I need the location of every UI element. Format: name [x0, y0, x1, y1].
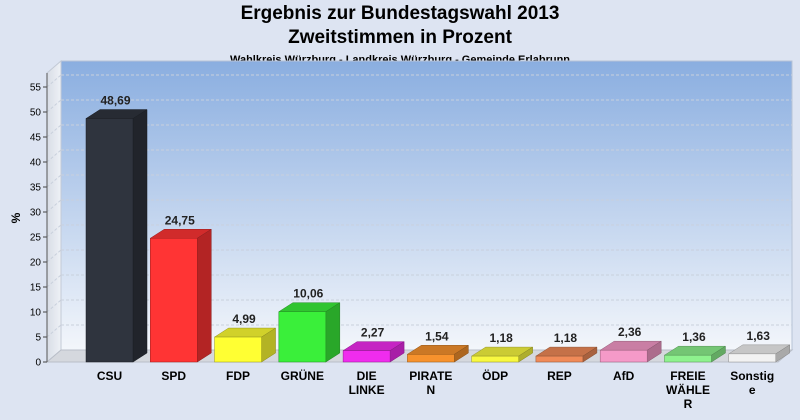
data-label: 1,18 [554, 331, 578, 345]
x-tick-label: DIE LINKE [349, 369, 385, 397]
data-label: 10,06 [293, 287, 323, 301]
grid-line-side [46, 149, 62, 163]
grid-line-side [46, 249, 62, 263]
x-tick-label: FREIE WÄHLE R [666, 369, 710, 411]
bar-5 [406, 344, 470, 363]
data-label: 48,69 [100, 94, 130, 108]
data-label: 2,27 [361, 326, 385, 340]
bar-front [214, 336, 262, 363]
bar-front [728, 353, 776, 363]
y-tick-label: 45 [30, 133, 42, 144]
y-tick-label: 50 [30, 108, 42, 119]
grid-line-side [46, 224, 62, 238]
data-label: 1,63 [747, 329, 771, 343]
y-tick-label: 55 [30, 83, 42, 94]
x-tick-label: PIRATE N [409, 369, 452, 397]
bar-front [535, 355, 584, 363]
bar-front [599, 349, 648, 363]
chart-title-line-1: Ergebnis zur Bundestagswahl 2013 [240, 3, 560, 24]
y-tick-label: 25 [30, 233, 42, 244]
data-labels: 48,69 24,75 4,99 10,06 2,27 1,54 1,18 1,18 2,36 1… [100, 94, 770, 346]
x-tick-label: FDP [226, 369, 250, 383]
data-label: 24,75 [165, 213, 195, 227]
x-axis: CSU SPD FDP GRÜNE DIE LINKE PIRATE N ÖDP REP AfD FR… [97, 368, 774, 411]
bar-front [342, 350, 391, 363]
y-tick-label: 20 [30, 258, 42, 269]
y-tick-label: 0 [35, 358, 41, 369]
x-tick-label: GRÜNE [281, 368, 324, 383]
y-tick-label: 15 [30, 283, 42, 294]
bar-front [150, 238, 198, 363]
bars [85, 109, 791, 363]
grid-line-side [46, 299, 62, 313]
chart-title-line-2: Zweitstimmen in Prozent [288, 27, 512, 48]
y-axis-label: % [9, 212, 23, 223]
bar-9 [663, 345, 727, 363]
bar-4 [342, 341, 405, 363]
x-tick-label: AfD [613, 369, 635, 383]
grid-line-side [46, 174, 62, 188]
data-label: 2,36 [618, 325, 642, 339]
grid-line-side [46, 199, 62, 213]
x-tick-label: REP [547, 369, 572, 383]
x-tick-label: SPD [161, 369, 186, 383]
bar-2 [213, 327, 277, 363]
data-label: 1,36 [682, 330, 706, 344]
y-tick-label: 40 [30, 158, 42, 169]
bar-side [197, 228, 212, 363]
bar-side [325, 302, 341, 363]
bar-front [278, 311, 327, 363]
bar-side [132, 109, 148, 363]
bar-6 [470, 346, 534, 363]
y-tick-label: 30 [30, 208, 42, 219]
bar-3 [277, 302, 341, 363]
y-tick-label: 5 [35, 333, 41, 344]
bar-front [471, 355, 519, 363]
y-tick-label: 10 [30, 308, 42, 319]
bar-0 [85, 109, 148, 363]
bar-8 [599, 340, 663, 363]
grid-line-side [46, 124, 62, 138]
grid-line-side [46, 324, 62, 338]
x-tick-label: ÖDP [482, 368, 508, 383]
y-tick-label: 35 [30, 183, 42, 194]
bar-front [407, 354, 455, 363]
chart-title: Ergebnis zur Bundestagswahl 2013 Zweitst… [0, 2, 800, 50]
data-label: 1,18 [489, 331, 513, 345]
bar-1 [149, 228, 213, 363]
data-label: 4,99 [232, 312, 256, 326]
data-label: 1,54 [425, 329, 449, 343]
x-tick-label: CSU [97, 369, 122, 383]
bar-7 [535, 346, 598, 363]
bar-front [85, 118, 134, 363]
bar-front [664, 354, 712, 363]
y-axis: 0 5 10 15 20 25 30 35 40 45 50 55 [30, 73, 48, 369]
grid-line-side [46, 99, 62, 113]
bar-10 [727, 344, 791, 363]
grid-line-side [46, 274, 62, 288]
x-tick-label: Sonstig e [730, 369, 774, 397]
grid-line-side [46, 74, 62, 88]
side-wall [46, 59, 62, 364]
